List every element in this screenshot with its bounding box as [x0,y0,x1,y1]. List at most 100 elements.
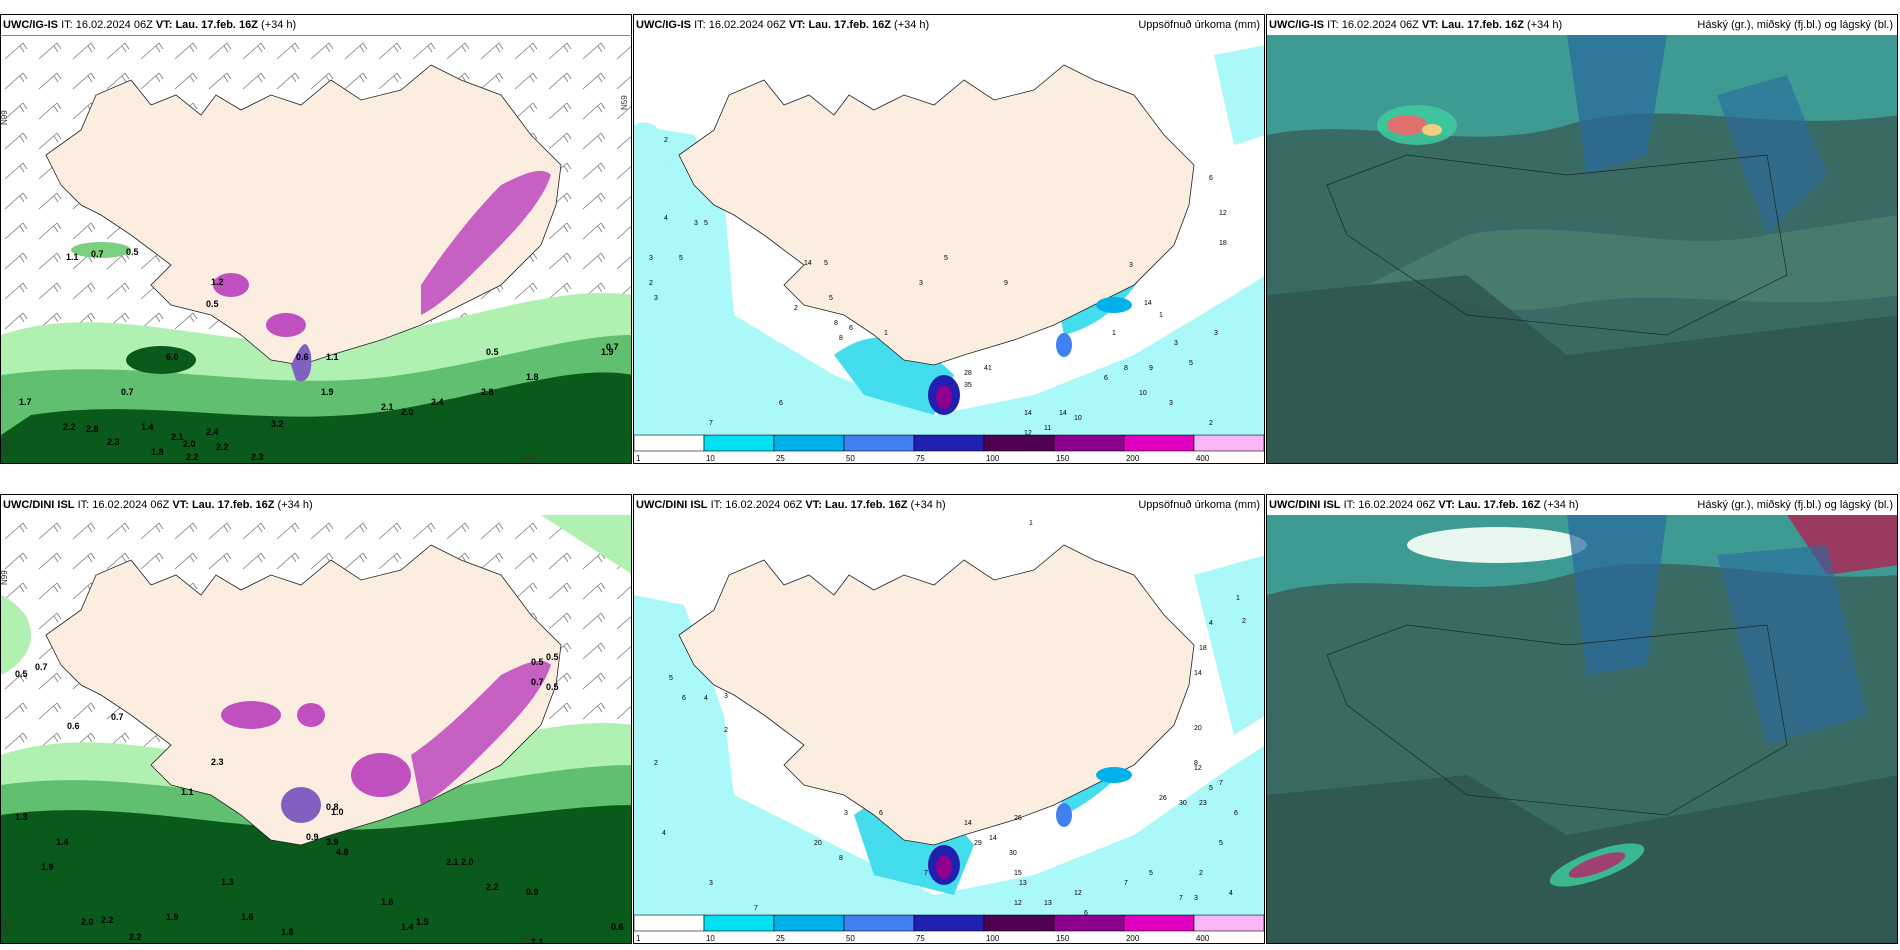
model-name: UWC/DINI ISL [636,499,708,511]
value-label: 7 [1124,880,1128,887]
colorbar: 1 10 25 50 75 100 150 200 400 [634,434,1264,463]
it-value: 16.02.2024 06Z [92,499,170,511]
panel-header: UWC/IG-IS IT: 16.02.2024 06Z VT: Lau. 17… [3,18,627,34]
value-label: 1.9 [166,912,179,922]
value-label: 5 [1209,785,1213,792]
value-label: 20 [1194,725,1202,732]
value-label: 3 [709,880,713,887]
lat-label-left: N99 [1,110,9,125]
value-label: 12 [1024,430,1032,435]
value-label: 1.4 [401,922,414,932]
value-label: 2.0 [81,917,94,927]
value-label: 9 [1004,280,1008,287]
value-label: 5 [679,255,683,262]
lead-time: (+34 h) [894,19,930,31]
precip-map: 2433235514588125678862835411414101112910… [634,35,1264,435]
cloud-map [1267,35,1897,463]
value-label: 14 [1144,300,1152,307]
precip-rate-values: 0.50.70.60.72.31.11.31.41.92.0 2.22.21.9 1… [15,652,624,944]
value-label: 12 [1194,765,1202,772]
colorbar-swatch [983,434,1055,452]
lead-time: (+34 h) [1543,499,1579,511]
vt-value: Lau. 17.feb. 16Z [824,499,908,511]
value-label: 2 [1199,870,1203,877]
value-label: 1.8 [151,447,164,457]
colorbar-tick: 25 [776,934,785,943]
colorbar-tick: 1 [636,934,641,943]
model-name: UWC/IG-IS [636,19,691,31]
value-label: 30 [1179,800,1187,807]
lead-time: (+34 h) [1527,19,1563,31]
it-value: 16.02.2024 06Z [1341,19,1419,31]
panel-header: UWC/DINI ISL IT: 16.02.2024 06Z VT: Lau.… [1269,498,1893,514]
value-label: 2.3 [107,437,120,447]
it-label: IT: [61,19,73,31]
value-label: 2.0 [461,857,474,867]
value-label: 2.4 [431,397,444,407]
value-label: 6 [1104,375,1108,382]
colorbar-tick: 10 [706,934,715,943]
value-label: 26 [1159,795,1167,802]
vt-label: VT: [805,499,822,511]
value-label: 2.8 [86,424,99,434]
value-label: 4 [664,215,668,222]
value-label: 8 [1124,365,1128,372]
value-label: 3 [654,295,658,302]
value-label: 1.6 [381,897,394,907]
colorbar-swatch [983,914,1055,932]
value-label: 8 [1194,760,1198,767]
value-label: 6 [879,810,883,817]
iceland-land [678,544,1195,846]
value-label: 2.1 [381,402,394,412]
value-label: 1.6 [241,912,254,922]
value-label: 2 [1209,420,1213,427]
value-label: 1.9 [321,387,334,397]
value-label: 6 [1234,810,1238,817]
value-label: 11 [1044,425,1051,432]
value-label: 4 [1209,620,1213,627]
value-label: 1.4 [141,422,154,432]
value-label: 1.9 [601,347,614,357]
colorbar-swatch [634,434,705,452]
value-label: 1.4 [56,837,69,847]
value-label: 2 [724,727,728,734]
iceland-land [678,64,1195,366]
value-label: 20 [814,840,822,847]
value-label: 4 [704,695,708,702]
value-label: 8 [839,855,843,862]
value-label: 0.9 [306,832,319,842]
lead-time: (+34 h) [277,499,313,511]
vt-label: VT: [1421,19,1439,31]
value-label: 0.5 [15,669,28,679]
colorbar-swatch [843,434,915,452]
value-label: 29 [974,840,982,847]
it-value: 16.02.2024 06Z [725,499,803,511]
colorbar-tick: 75 [916,454,925,463]
value-label: 3 [1174,340,1178,347]
value-label: 3.2 [271,419,284,429]
field-title: Uppsöfnuð úrkoma (mm) [1138,19,1260,31]
colorbar-swatch [703,914,775,932]
value-label: 1 [884,330,888,337]
value-label: 3.9 [326,837,339,847]
colorbar-tick: 1 [636,454,641,463]
colorbar-tick: 10 [706,454,715,463]
value-label: 2.0 [183,439,196,449]
value-label: 0.7 [531,677,544,687]
value-label: 5 [704,220,708,227]
lon-label-left: 25W [1,438,9,455]
value-label: 5 [944,255,948,262]
value-label: 4 [1229,890,1233,897]
value-label: 7 [754,905,758,912]
colorbar-swatch [1123,914,1195,932]
vt-value: Lau. 17.feb. 16Z [1441,19,1524,31]
value-label: 1.1 [531,937,544,944]
value-label: 0.7 [121,387,134,397]
value-label: 1 [1112,330,1116,337]
it-label: IT: [1327,19,1339,31]
precip-rate-values: 1.1 0.7 0.5 1.2 0.5 6.0 1.7 0.7 2.2 2.8 2.3 1.4 1.8 2… [19,247,619,462]
lon-label-left: 25W [1,918,9,935]
top-wind-panel: UWC/IG-IS IT: 16.02.2024 06Z VT: Lau. 17… [0,14,632,464]
colorbar-tick: 100 [986,934,1000,943]
it-value: 16.02.2024 06Z [75,19,153,31]
